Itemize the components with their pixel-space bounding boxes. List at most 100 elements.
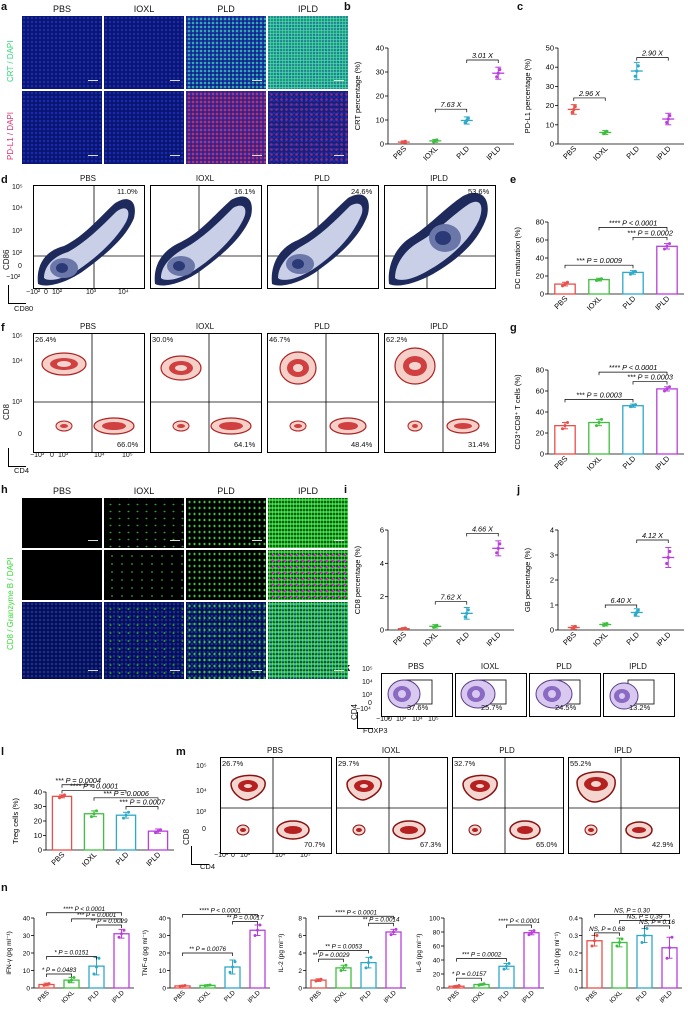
f-xtick: 0 [50,452,54,459]
panel-label-d: d [1,174,8,186]
k-ytick: 10⁵ [362,666,373,673]
significance-label: *** P = 0.0003 [627,373,673,382]
y-axis-label: IL-10 (pg ml⁻¹) [554,932,561,974]
significance-label: 2.96 X [578,89,601,98]
y-tick-label: 40 [536,254,544,263]
significance-bracket [564,264,634,269]
flow-title-pld: PLD [314,322,330,331]
y-tick-label: 8 [298,916,302,923]
x-tick-label: PLD [624,630,641,647]
contour-plot [337,758,447,853]
y-tick-label: 20 [34,817,42,826]
x-tick-label: PBS [309,989,324,1004]
significance-bracket [573,97,606,101]
micro-crt-pld [186,16,266,89]
m-xtick: 10⁵ [300,852,311,859]
flow-ylabel: CD8 [2,403,11,420]
significance-label: *** P = 0.0009 [576,256,622,265]
x-tick-label: IPLD [144,850,163,869]
significance-label: 3.01 X [472,51,494,60]
k-xtick: 10⁴ [412,716,423,723]
d-ytick: 10⁵ [12,184,23,191]
y-tick-label: 2 [298,968,302,975]
significance-label: NS, P = 0.68 [589,926,625,933]
flow-title-ioxl: IOXL [195,322,215,331]
y-tick-label: 10 [23,968,31,975]
bar [554,425,576,455]
flow-ylabel: CD8 [182,828,191,845]
bar [656,388,678,455]
y-tick-label: 80 [536,218,544,227]
x-tick-label: IPLD [485,630,504,649]
y-axis-label: TNF-α (pg ml⁻¹) [142,930,149,976]
scale-bar [252,670,262,671]
significance-bracket [466,532,499,537]
y-tick-label: 0 [550,140,554,149]
quadrant-pct-lr: 64.1% [234,440,256,449]
stain-label-pdl1: PD-L1 / DAPI [6,111,15,160]
contour-plot [385,334,495,452]
m-xtick: −10³ [214,852,229,859]
quadrant-pct: 24.6% [351,187,373,196]
x-tick-label: PLD [635,989,649,1003]
scale-bar [170,80,180,81]
y-tick-label: 2 [380,592,384,601]
micro-pdl1-pbs [22,91,102,164]
flow-plot-d-pld [267,185,379,289]
f-ytick: 10⁴ [12,358,23,365]
y-axis-label: Treg cells (%) [11,798,20,844]
data-point [495,75,499,79]
significance-bracket [46,912,122,916]
significance-label: NS, P = 0.30 [614,908,650,915]
chart-crt-percentage: 0 10 20 30 40 CRT percentage (%) PBS IOXL PLD IPL… [353,44,514,163]
micro-pdl1-ioxl [104,91,184,164]
x-tick-label: IOXL [196,989,212,1005]
quadrant-pct-ul: 32.7% [454,759,476,768]
y-tick-label: 4 [298,951,302,958]
y-tick-label: 0 [550,626,554,635]
data-point [665,561,669,566]
data-point [665,120,669,125]
contour-plot [268,186,378,288]
quadrant-pct: 11.0% [117,187,138,196]
scale-bar [252,155,262,156]
flow-title-pld: PLD [314,174,330,183]
bar [588,421,610,455]
micro-dapi-pld [186,602,266,679]
significance-bracket [644,925,670,929]
x-tick-label: PLD [359,989,373,1003]
y-tick-label: 30 [34,802,42,811]
significance-label: *** P = 0.0002 [462,952,502,959]
x-tick-label: IPLD [655,144,674,163]
m-xtick: 10⁴ [275,852,286,859]
bar [385,931,402,989]
significance-label: ** P = 0.0014 [362,916,400,923]
y-tick-label: 20 [376,92,384,101]
d-ytick: 10² [12,250,23,257]
y-tick-label: 60 [433,944,441,951]
y-tick-label: 20 [536,429,544,438]
significance-label: 7.62 X [440,593,462,602]
significance-bracket [598,227,668,231]
flow-plot-m-ipld [568,757,680,854]
scale-bar [88,540,98,541]
data-point [498,542,502,546]
scale-bar [170,155,180,156]
y-tick-label: 0.3 [569,933,578,940]
quadrant-pct-lr: 48.4% [351,440,373,449]
flow-title-ipld: IPLD [430,322,448,331]
x-tick-label: PLD [114,850,131,867]
significance-bracket [46,973,72,977]
y-tick-label: 80 [433,930,441,937]
gate-pct: 25.7% [481,703,503,712]
col-title-pbs: PBS [52,486,71,496]
data-point [47,982,51,986]
chart-il2: 0 2 4 6 8 IL-2 (pg ml⁻¹) PBS IOXL PLD IPLD ** P = … [278,909,406,1005]
significance-bracket [96,924,122,928]
significance-label: * P = 0.0157 [452,971,487,978]
significance-label: ** P = 0.0053 [325,943,363,950]
m-ytick: 10⁴ [196,788,207,795]
significance-label: 6.40 X [610,596,632,605]
significance-label: **** P < 0.0001 [199,908,241,915]
significance-label: 4.12 X [642,531,664,540]
